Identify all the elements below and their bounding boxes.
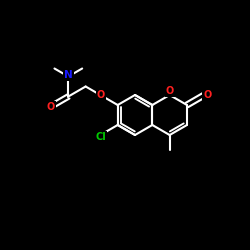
Text: O: O (166, 86, 174, 96)
Text: O: O (97, 90, 105, 100)
Text: O: O (46, 102, 54, 112)
Text: N: N (64, 70, 73, 80)
Text: Cl: Cl (96, 132, 106, 141)
Text: O: O (203, 90, 212, 100)
